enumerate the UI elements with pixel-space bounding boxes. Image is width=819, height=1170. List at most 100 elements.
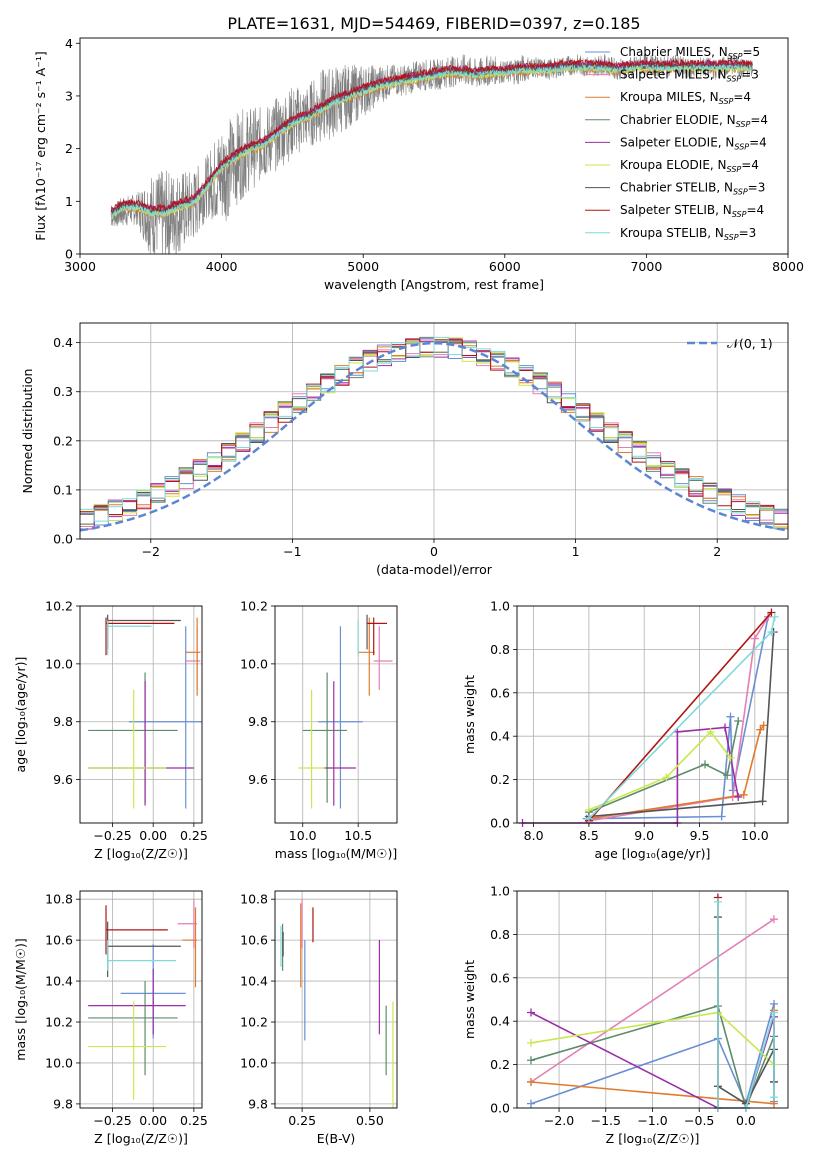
spectrum-panel: 3000 4000 5000 6000 7000 8000 0 1 2 3 4 wavelength … [33, 36, 804, 292]
mass-vs-EBV-plot-area [280, 899, 394, 1108]
legend-entry: Kroupa MILES, NSSP=4 [620, 90, 751, 106]
weight-point [662, 773, 671, 782]
histogram-plot-area [80, 336, 788, 532]
x-axis-label: age [log₁₀(age/yr)] [595, 846, 711, 861]
x-tick-label: 0.25 [180, 828, 208, 843]
x-tick-label: 8000 [772, 259, 804, 274]
error-bar [88, 981, 178, 1076]
y-tick-label: 10.6 [240, 933, 268, 948]
figure-title: PLATE=1631, MJD=54469, FIBERID=0397, z=0… [227, 14, 640, 33]
y-axis-label: mass weight [462, 675, 477, 754]
error-bar [367, 617, 388, 656]
legend-entry: Chabrier MILES, NSSP=5 [620, 45, 760, 61]
weight-point [769, 1008, 778, 1017]
weight-line [530, 1005, 775, 1111]
x-tick-label: 0.25 [180, 1113, 208, 1128]
panels: 3000 4000 5000 6000 7000 8000 0 1 2 3 4 wavelength … [13, 36, 804, 1146]
error-bar [88, 681, 194, 806]
y-tick-label: 1.0 [490, 884, 510, 899]
error-bar [88, 689, 167, 809]
y-tick-label: 10.2 [240, 599, 268, 614]
weight-line [588, 611, 773, 822]
x-tick-label: 10.0 [289, 828, 317, 843]
weight-point [739, 790, 748, 799]
x-axis-label: (data-model)/error [376, 562, 493, 577]
legend-entry: Chabrier ELODIE, NSSP=4 [620, 113, 768, 129]
weight-point [584, 814, 593, 823]
y-tick-label: 9.8 [53, 1096, 73, 1111]
y-tick-label: 10.0 [240, 656, 268, 671]
age-vs-Z-plot-area [88, 614, 202, 809]
y-tick-label: 10.0 [45, 656, 73, 671]
y-tick-label: 9.8 [53, 714, 73, 729]
y-tick-label: 2 [65, 141, 73, 156]
mass-vs-EBV-panel: 0.25 0.50 9.8 10.0 10.2 10.4 10.6 10.8 E(B-V) [240, 890, 398, 1146]
error-bar [88, 1001, 167, 1100]
legend-entry: Chabrier STELIB, NSSP=3 [620, 181, 765, 197]
weight-point [527, 1038, 536, 1047]
x-tick-label: 5000 [347, 259, 379, 274]
axes-frame [79, 322, 789, 540]
y-tick-label: 0 [65, 247, 73, 262]
y-axis-label: mass weight [462, 960, 477, 1039]
error-bar [182, 907, 198, 988]
y-tick-label: 0.8 [490, 927, 510, 942]
y-tick-label: 10.0 [240, 1055, 268, 1070]
y-tick-label: 9.8 [248, 1096, 268, 1111]
age-vs-Z-panel: −0.25 0.00 0.25 9.6 9.8 10.0 10.2 Z [log₁₀(Z/Z☉… [13, 599, 208, 862]
error-bar [88, 968, 186, 1035]
residual-histogram [80, 336, 788, 530]
error-bar [107, 614, 181, 650]
error-bar [318, 626, 363, 809]
weight-vs-Z-panel: −2.0 −1.5 −1.0 −0.5 0.0 0.0 0.2 0.4 0.6 0.8 1.0 Z [… [462, 884, 789, 1146]
weight-point [706, 727, 715, 736]
x-tick-label: 1 [572, 544, 580, 559]
weight-point [726, 712, 735, 721]
weight-point [734, 792, 743, 801]
axes-frame [274, 605, 398, 824]
x-tick-label: 7000 [630, 259, 662, 274]
weight-line [588, 720, 739, 813]
weight-point [734, 717, 743, 726]
y-tick-label: 0.8 [490, 642, 510, 657]
x-axis-label: Z [log₁₀(Z/Z☉)] [94, 846, 188, 861]
weight-series [584, 608, 776, 825]
y-tick-label: 0.3 [53, 384, 73, 399]
legend-entry: Salpeter MILES, NSSP=3 [620, 68, 759, 84]
x-tick-label: 8.5 [579, 828, 599, 843]
error-bar [185, 626, 201, 690]
weight-point [750, 634, 759, 643]
error-bar [322, 681, 356, 806]
y-tick-label: 10.2 [45, 1015, 73, 1030]
x-tick-label: 3000 [64, 259, 96, 274]
error-bar [358, 617, 375, 696]
legend-entry: Kroupa ELODIE, NSSP=4 [620, 158, 759, 174]
y-tick-label: 1 [65, 194, 73, 209]
x-axis-label: Z [log₁₀(Z/Z☉)] [606, 1131, 700, 1146]
gaussian-legend-label: 𝒩(0, 1) [727, 336, 773, 351]
legend-entry: Kroupa STELIB, NSSP=3 [620, 226, 756, 242]
y-tick-label: 9.6 [53, 772, 73, 787]
x-tick-label: 0.25 [288, 1113, 316, 1128]
error-bar [107, 620, 152, 656]
y-axis-label: age [log₁₀(age/yr)] [13, 657, 28, 773]
x-tick-label: 10.0 [741, 828, 769, 843]
y-tick-label: 10.8 [240, 892, 268, 907]
weight-point [527, 1099, 536, 1108]
weight-point [769, 915, 778, 924]
weight-point [527, 1008, 536, 1017]
weight-vs-age-panel: 8.0 8.5 9.0 9.5 10.0 0.0 0.2 0.4 0.6 0.8 1.0 age [l… [462, 599, 789, 861]
spectrum-legend: Chabrier MILES, NSSP=5 Salpeter MILES, NS… [585, 45, 768, 242]
x-axis-label: E(B-V) [317, 1131, 356, 1146]
x-tick-label: −1.0 [637, 1113, 667, 1128]
weight-line [588, 616, 769, 822]
y-tick-label: 0.0 [490, 1101, 510, 1116]
error-bar [177, 899, 198, 949]
x-tick-label: 0 [430, 544, 438, 559]
weight-point [713, 897, 722, 906]
weight-line [588, 724, 765, 820]
weight-point [723, 771, 732, 780]
y-tick-label: 9.8 [248, 714, 268, 729]
weight-point [701, 760, 710, 769]
